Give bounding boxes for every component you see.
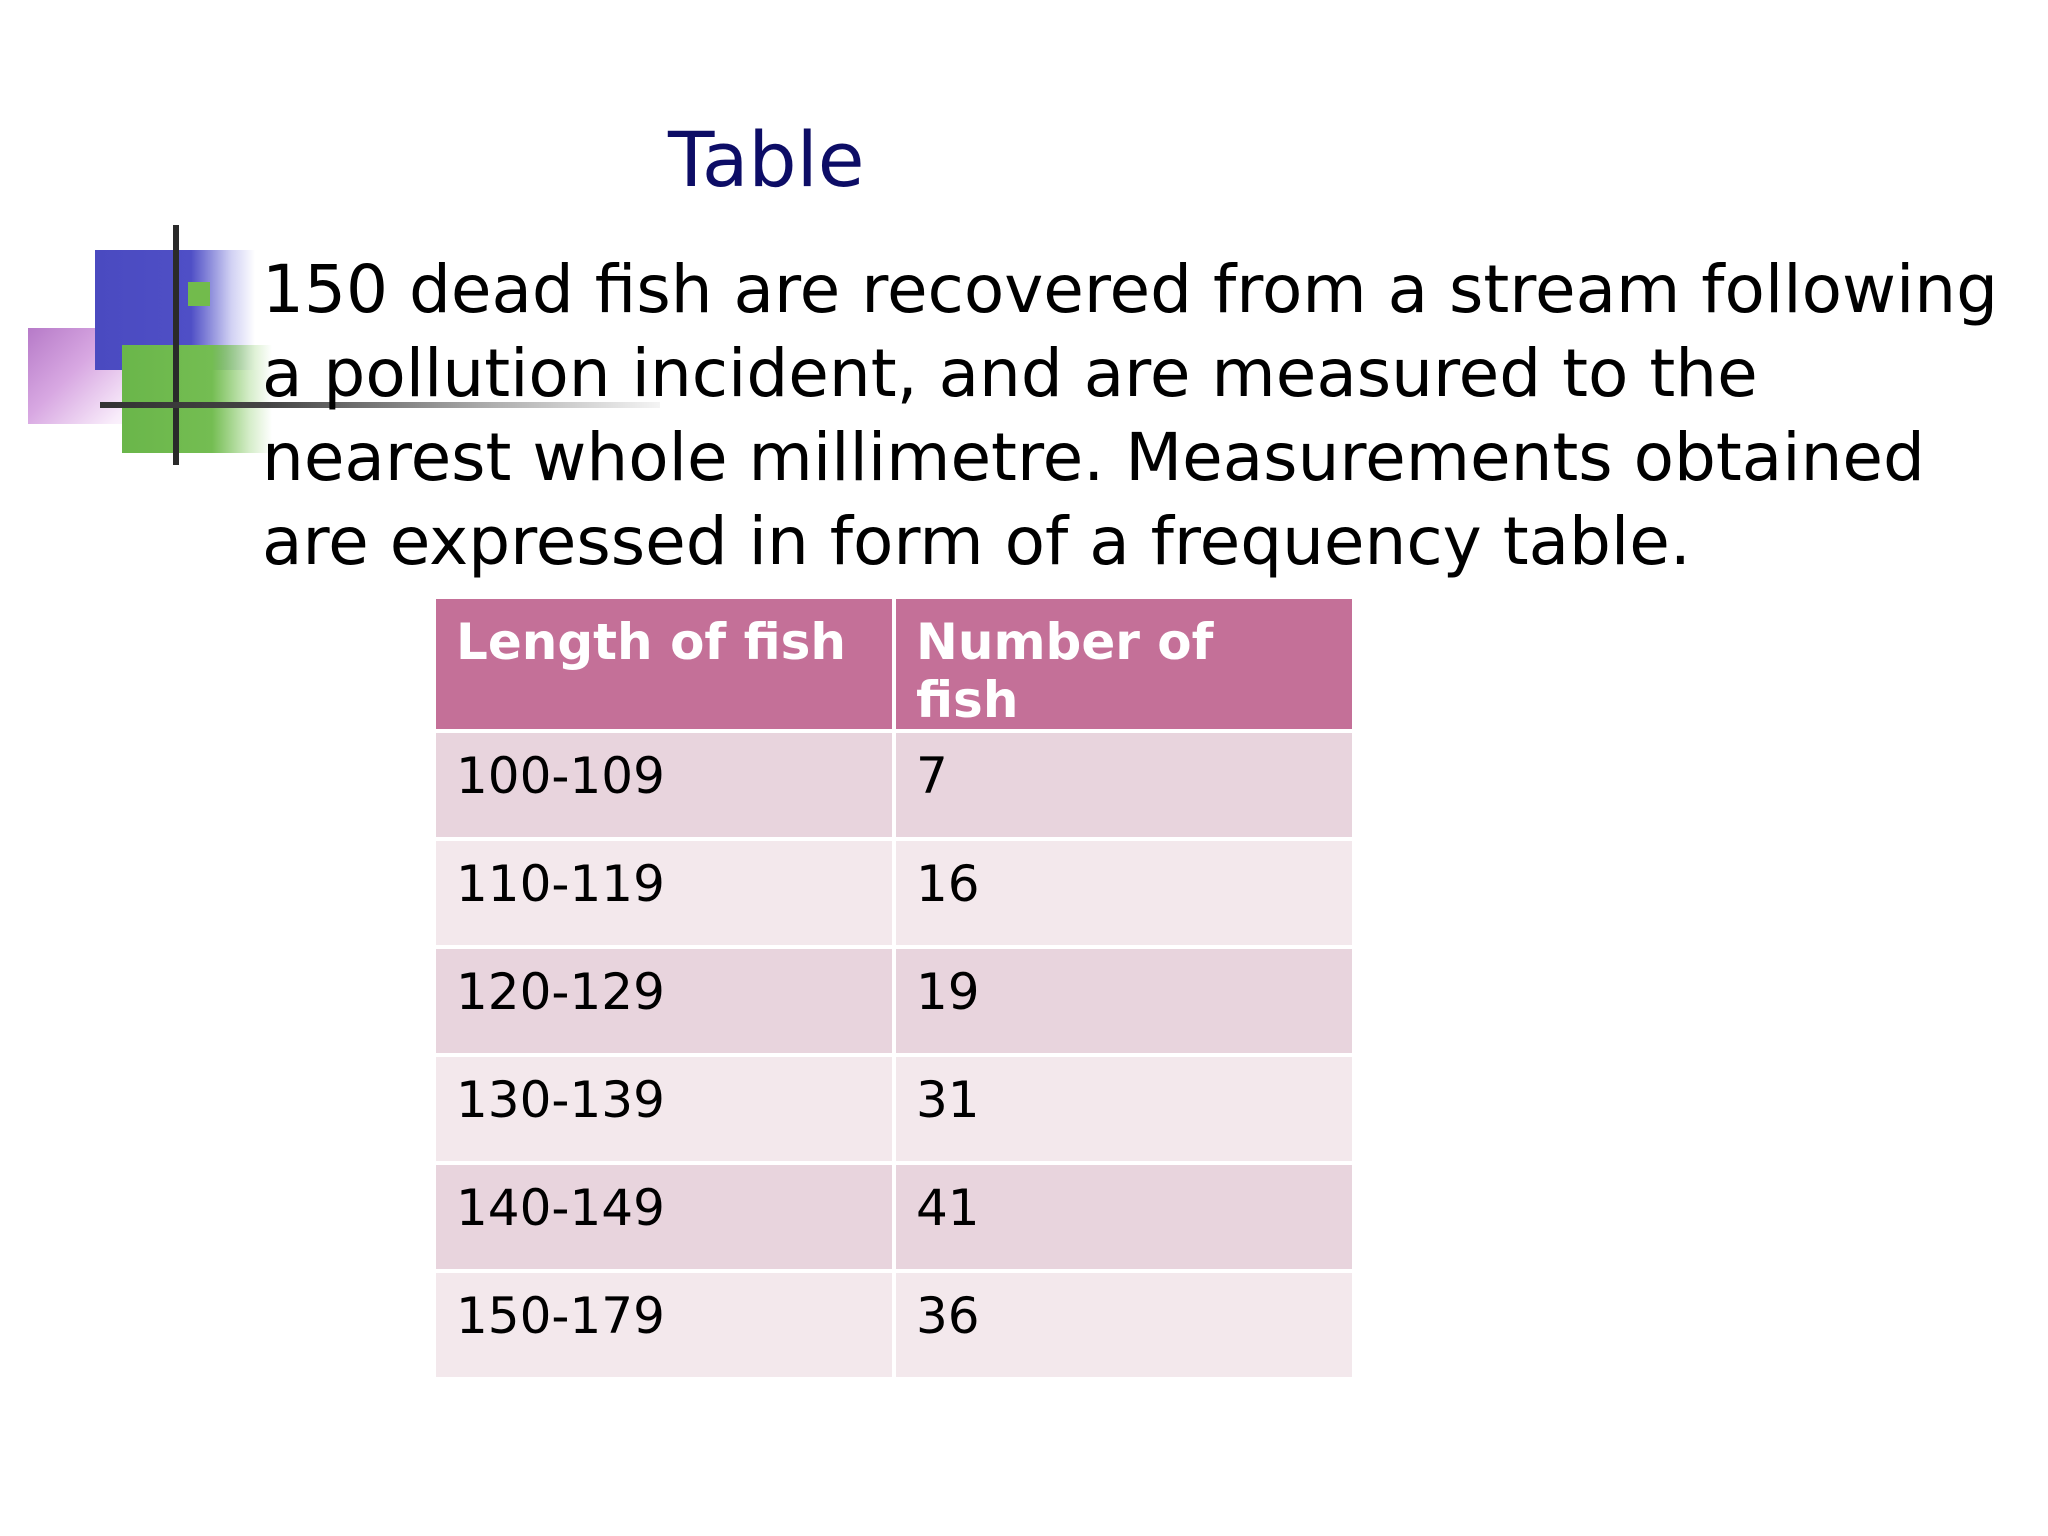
column-header-length: Length of fish <box>432 595 896 733</box>
table-row: 100-109 7 <box>432 729 1356 841</box>
column-header-number: Number of fish <box>892 595 1356 733</box>
length-cell: 120-129 <box>432 945 896 1057</box>
length-cell: 130-139 <box>432 1053 896 1165</box>
count-cell: 41 <box>892 1161 1356 1273</box>
count-cell: 36 <box>892 1269 1356 1381</box>
decorative-horizontal-line <box>100 402 660 408</box>
decorative-vertical-line <box>173 225 179 465</box>
table-row: 140-149 41 <box>432 1161 1356 1273</box>
count-cell: 19 <box>892 945 1356 1057</box>
slide-title: Table <box>668 115 865 204</box>
table-row: 150-179 36 <box>432 1269 1356 1381</box>
count-cell: 31 <box>892 1053 1356 1165</box>
table-row: 120-129 19 <box>432 945 1356 1057</box>
frequency-table: Length of fish Number of fish 100-109 7 … <box>432 595 1356 1381</box>
slide-body-text: 150 dead fish are recovered from a strea… <box>262 251 1999 580</box>
length-cell: 110-119 <box>432 837 896 949</box>
bullet-icon <box>188 282 210 306</box>
length-cell: 150-179 <box>432 1269 896 1381</box>
count-cell: 7 <box>892 729 1356 841</box>
length-cell: 100-109 <box>432 729 896 841</box>
table-row: 110-119 16 <box>432 837 1356 949</box>
length-cell: 140-149 <box>432 1161 896 1273</box>
table-row: 130-139 31 <box>432 1053 1356 1165</box>
decorative-green-square <box>122 345 272 453</box>
table-header-row: Length of fish Number of fish <box>432 595 1356 733</box>
count-cell: 16 <box>892 837 1356 949</box>
